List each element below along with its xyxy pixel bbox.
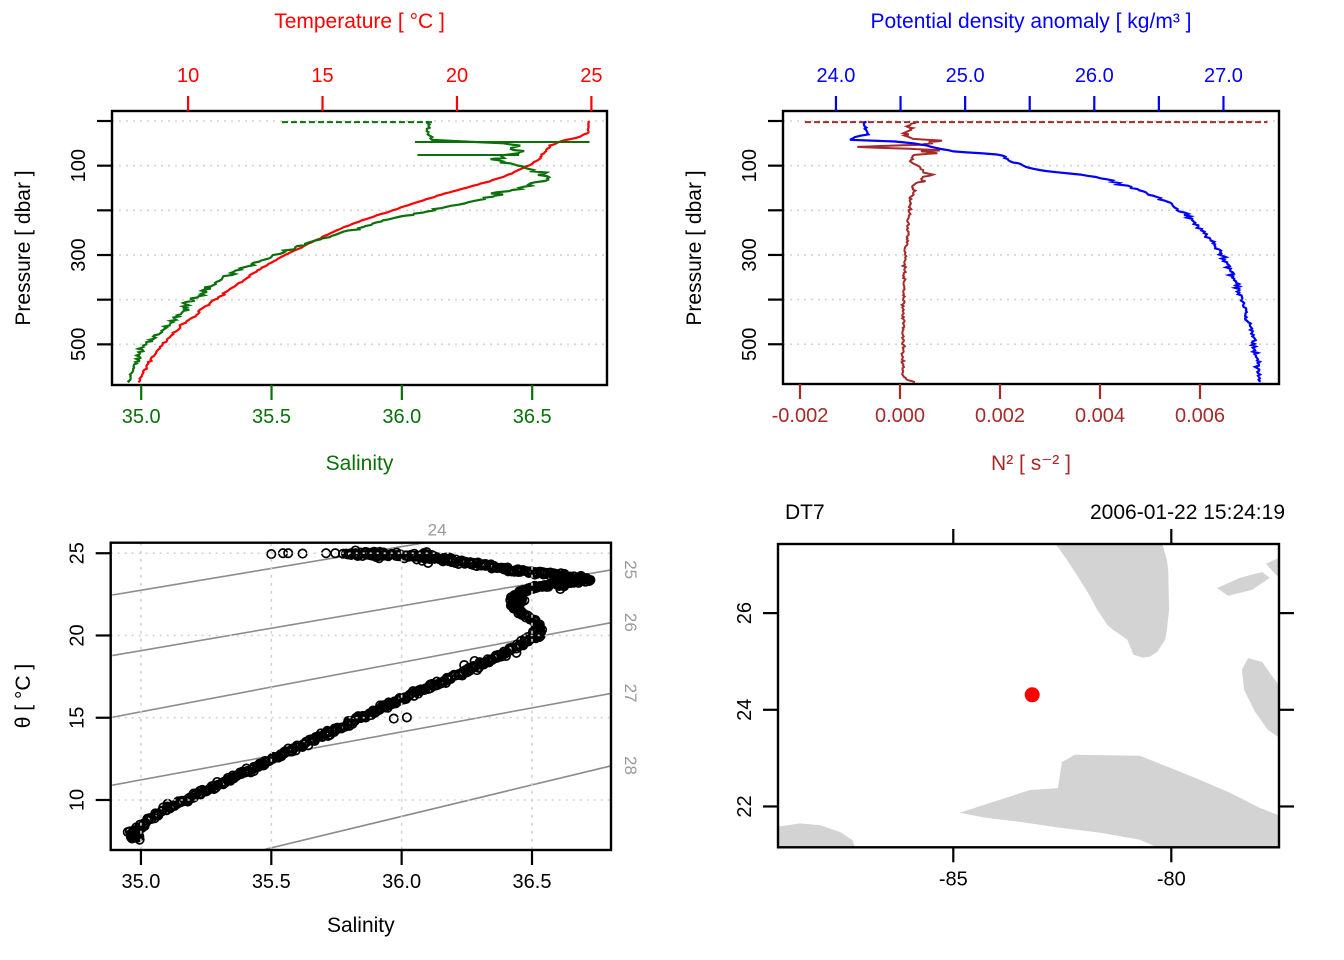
ts-point: [537, 624, 548, 635]
ts-point: [134, 834, 145, 845]
ts-point: [401, 712, 412, 723]
ts-point: [173, 796, 184, 807]
land-florida: [1055, 544, 1170, 658]
station-datetime-label: 2006-01-22 15:24:19: [1090, 501, 1285, 524]
panel-station-map: -85 -80 26 24 22: [734, 529, 1294, 890]
land-andros: [1241, 658, 1279, 738]
panel-ts-diagram: 24 25 26 27 28 35.0 35.5 36.0 36.5 10 15 20 25: [67, 521, 640, 893]
ts-point: [511, 647, 522, 658]
panel-temp-salinity-profile: 10 15 20 25 35.0 35.5 36.0 36.5 100 300 500: [68, 65, 609, 428]
bottom-tick-label: 0.000: [875, 405, 925, 427]
density-curve: [849, 120, 1263, 383]
bottom-tick-label: 0.002: [975, 405, 1025, 427]
isopycnal-label-28: 28: [621, 756, 640, 775]
left-tick-label: 100: [739, 149, 761, 182]
left-tick-label: 24: [734, 699, 756, 721]
pressure-axis-title-p1: Pressure [ dbar ]: [12, 170, 35, 325]
left-tick-label: 26: [734, 602, 756, 624]
salinity-curve: [126, 121, 552, 384]
ts-point: [561, 576, 572, 587]
land-cuba: [959, 754, 1279, 848]
bottom-tick-label: 35.0: [121, 871, 160, 893]
station-name-label: DT7: [785, 501, 825, 524]
bottom-tick-label: 35.0: [122, 406, 161, 428]
plot-box: [110, 109, 609, 387]
theta-axis-title: θ [ °C ]: [12, 664, 35, 728]
bottom-tick-label: 36.0: [382, 871, 421, 893]
land-abaco-corner: [1265, 557, 1279, 578]
land-yucatan: [778, 823, 855, 848]
n2-curve: [857, 121, 943, 384]
left-tick-label: 20: [67, 624, 89, 646]
top-tick-label: 26.0: [1075, 65, 1114, 87]
density-axis-title: Potential density anomaly [ kg/m³ ]: [871, 10, 1192, 33]
top-tick-label: 20: [446, 65, 468, 87]
land-grand-bahama: [1217, 572, 1270, 596]
salinity-axis-title-p3: Salinity: [327, 914, 395, 937]
panel-density-n2-profile: 24.0 25.0 26.0 27.0 -0.002 0.000 0.002 0.004 0.0…: [739, 65, 1281, 427]
left-tick-label: 10: [67, 789, 89, 811]
isopycnal-27: [112, 692, 611, 786]
left-tick-label: 300: [739, 238, 761, 271]
ts-point: [297, 548, 308, 559]
bottom-tick-label: 36.5: [513, 871, 552, 893]
ts-point: [500, 650, 511, 662]
ts-scatter: [122, 545, 596, 845]
ts-point: [369, 550, 380, 561]
plot-box: [776, 542, 1281, 849]
ts-point: [283, 548, 294, 559]
ts-point: [424, 552, 435, 563]
left-tick-label: 25: [67, 542, 89, 564]
left-tick-label: 500: [739, 328, 761, 361]
ts-point: [266, 549, 277, 560]
bottom-tick-label: 36.5: [513, 406, 552, 428]
ts-point: [406, 551, 417, 562]
ts-point: [388, 713, 399, 724]
temperature-curve: [137, 120, 591, 384]
isopycnal-label-27: 27: [621, 684, 640, 703]
top-tick-label: 10: [177, 65, 199, 87]
isopycnal-label-25: 25: [621, 560, 640, 579]
temperature-axis-title: Temperature [ °C ]: [274, 10, 445, 33]
bottom-tick-label: -0.002: [772, 405, 829, 427]
ts-point: [534, 627, 545, 638]
top-tick-label: 27.0: [1204, 65, 1243, 87]
ts-point: [459, 660, 470, 671]
top-tick-label: 15: [311, 65, 333, 87]
bottom-tick-label: 35.5: [252, 871, 291, 893]
isopycnal-label-24: 24: [428, 521, 447, 540]
salinity-axis-title-p1: Salinity: [326, 452, 394, 475]
land-layer: [778, 544, 1279, 848]
bottom-tick-label: 0.006: [1175, 405, 1225, 427]
bottom-tick-label: 0.004: [1075, 405, 1125, 427]
ts-point: [337, 548, 349, 559]
n2-axis-title: N² [ s⁻² ]: [991, 452, 1071, 475]
station-dot: [1024, 687, 1040, 703]
top-tick-label: 25: [580, 65, 602, 87]
pressure-axis-title-p2: Pressure [ dbar ]: [683, 170, 706, 325]
isopycnal-label-26: 26: [621, 613, 640, 632]
isopycnal-28: [258, 765, 611, 850]
ts-point: [512, 595, 524, 606]
bottom-tick-label: 36.0: [382, 406, 421, 428]
left-tick-label: 500: [68, 328, 90, 361]
bottom-tick-label: 35.5: [252, 406, 291, 428]
top-tick-label: 24.0: [816, 65, 855, 87]
left-tick-label: 22: [734, 795, 756, 817]
left-tick-label: 300: [68, 238, 90, 271]
bottom-tick-label: -80: [1157, 868, 1186, 890]
ts-point: [553, 572, 564, 583]
left-tick-label: 100: [68, 149, 90, 182]
plot-box: [109, 541, 613, 852]
bottom-tick-label: -85: [939, 868, 968, 890]
ts-point: [508, 603, 519, 614]
ts-point: [419, 553, 430, 564]
left-tick-label: 15: [67, 707, 89, 729]
plot-box: [781, 109, 1281, 386]
top-tick-label: 25.0: [946, 65, 985, 87]
ts-point: [482, 654, 493, 665]
ts-point: [469, 655, 480, 667]
